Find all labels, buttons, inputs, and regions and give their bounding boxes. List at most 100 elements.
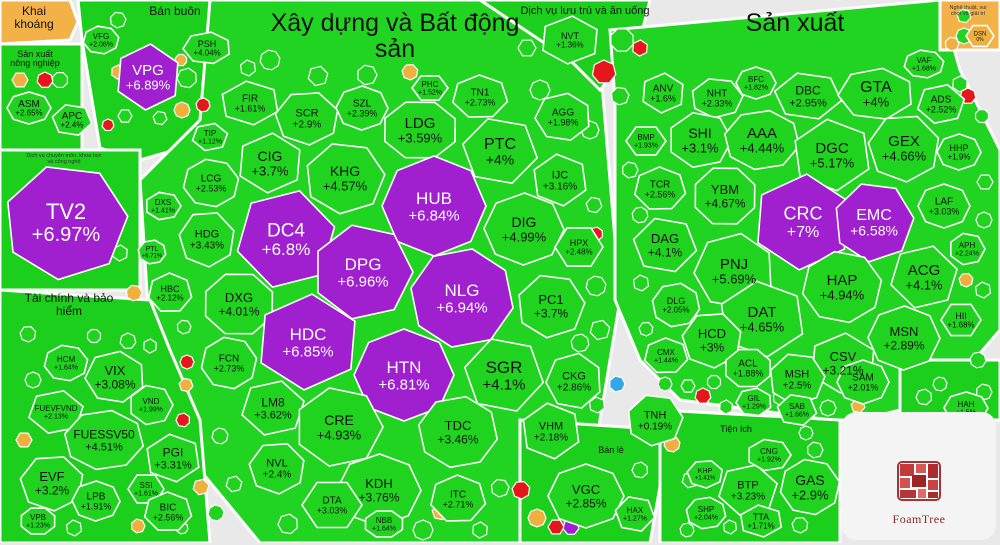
- small-stock-cell: [679, 522, 695, 538]
- stock-ticker: APC: [62, 111, 83, 122]
- stock-cell: [410, 248, 514, 348]
- small-stock-cell: [517, 39, 537, 57]
- stock-change: +1.64%: [372, 526, 396, 533]
- small-stock-cell: [192, 478, 210, 496]
- stock-ticker: TIP: [204, 129, 216, 138]
- stock-cell: [518, 274, 586, 339]
- stock-ticker: DC4: [267, 220, 305, 241]
- stock-cell: [430, 474, 487, 522]
- stock-ticker: LAF: [935, 197, 953, 208]
- small-stock-cell: [585, 196, 603, 214]
- stock-cell: [720, 280, 804, 358]
- stock-cell: [965, 24, 995, 48]
- stock-ticker: KHP: [698, 468, 713, 475]
- stock-ticker: DIG: [512, 214, 537, 230]
- stock-change: +2.18%: [534, 433, 568, 444]
- small-stock-cell: [490, 478, 510, 498]
- stock-ticker: PTC: [484, 136, 516, 153]
- stock-ticker: NLG: [445, 281, 480, 300]
- stock-change: +4.99%: [502, 229, 547, 244]
- sector-label: Sản xuất: [745, 9, 845, 37]
- sector-label: Tiện ích: [720, 424, 752, 434]
- stock-change: +5.17%: [810, 155, 855, 170]
- stock-cell: [411, 75, 449, 101]
- stock-cell: [670, 111, 733, 169]
- stock-ticker: KDH: [365, 476, 392, 491]
- stock-change: +4.93%: [317, 427, 362, 442]
- stock-cell: [686, 460, 724, 489]
- small-stock-cell: [632, 39, 648, 57]
- stock-change: +3.1%: [681, 140, 719, 155]
- small-stock-cell: [101, 118, 115, 132]
- stock-ticker: TN1: [471, 88, 490, 99]
- small-stock-cell: [974, 281, 992, 299]
- stock-change: +4%: [863, 94, 890, 109]
- stock-change: +2.12%: [156, 294, 183, 303]
- stock-change: +1.88%: [733, 369, 764, 379]
- small-stock-cell: [175, 412, 191, 428]
- stock-cell: [239, 132, 301, 194]
- small-stock-cell: [638, 321, 654, 337]
- stock-change: +6.71%: [142, 254, 163, 260]
- stock-ticker: VGC: [572, 482, 600, 497]
- stock-cell: [836, 359, 890, 405]
- stock-cell: [614, 496, 656, 532]
- stock-cell: [27, 389, 85, 435]
- small-stock-cell: [976, 174, 994, 190]
- stock-ticker: ASM: [18, 99, 40, 110]
- stock-change: +1.91%: [81, 502, 112, 512]
- stock-change: +2.48%: [565, 248, 592, 257]
- stock-ticker: CRE: [324, 412, 354, 428]
- stock-ticker: PNJ: [720, 256, 748, 273]
- stock-ticker: IJC: [552, 170, 569, 182]
- stock-change: +3.46%: [437, 432, 478, 446]
- stock-cell: [643, 337, 689, 374]
- foamtree-logo-icon: [897, 461, 941, 501]
- stock-cell: [917, 183, 971, 229]
- small-stock-cell: [178, 377, 194, 393]
- small-stock-cell: [632, 274, 650, 292]
- stock-ticker: ACG: [908, 262, 941, 279]
- stock-ticker: VFG: [93, 32, 109, 41]
- small-stock-cell: [51, 71, 69, 89]
- stock-cell: [364, 510, 404, 538]
- stock-cell: [146, 433, 200, 483]
- stock-change: +3.21%: [822, 363, 863, 377]
- stock-ticker: NVL: [266, 458, 287, 470]
- small-stock-cell: [143, 338, 157, 354]
- small-stock-cell: [610, 86, 630, 106]
- stock-change: +2.4%: [61, 121, 84, 130]
- small-stock-cell: [958, 272, 974, 288]
- stock-ticker: NBB: [376, 516, 392, 525]
- small-stock-cell: [529, 79, 551, 101]
- stock-change: +4.01%: [218, 304, 259, 318]
- small-stock-cell: [585, 275, 607, 297]
- small-stock-cell: [719, 399, 733, 415]
- stock-change: 0%: [976, 37, 984, 43]
- stock-ticker: HCD: [698, 326, 726, 341]
- stock-cell: [146, 191, 182, 221]
- stock-cell: [182, 31, 230, 65]
- stock-change: +3.7%: [534, 306, 569, 320]
- stock-change: +4.51%: [85, 441, 123, 453]
- stock-ticker: GEX: [888, 133, 920, 150]
- stock-cell: [71, 480, 121, 522]
- sector-label: Nghệ thuật, vui chơi và giải trí: [949, 5, 987, 17]
- small-stock-cell: [706, 374, 722, 390]
- stock-ticker: AAA: [747, 125, 777, 142]
- stock-ticker: HDG: [195, 229, 219, 241]
- stock-ticker: DBC: [795, 83, 821, 97]
- stock-cell: [317, 224, 414, 320]
- small-stock-cell: [277, 513, 298, 535]
- stock-ticker: LM8: [261, 395, 285, 409]
- stock-change: +2.89%: [883, 338, 924, 352]
- small-stock-cell: [36, 71, 54, 88]
- sector-label: Bán lẻ: [598, 445, 624, 455]
- stock-change: +5.69%: [712, 271, 757, 286]
- stock-change: +2.71%: [443, 500, 474, 510]
- sector-area: [0, 0, 80, 46]
- stock-change: +1.61%: [134, 491, 158, 498]
- stock-change: +2.9%: [791, 487, 829, 502]
- stock-ticker: DLG: [667, 296, 686, 306]
- stock-cell: [547, 463, 625, 529]
